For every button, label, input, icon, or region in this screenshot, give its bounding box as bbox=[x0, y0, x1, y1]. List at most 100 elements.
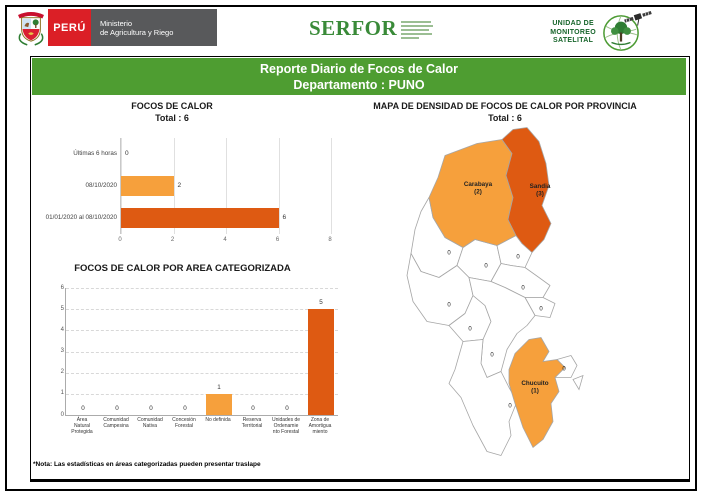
category-label-line: Unidades de bbox=[271, 417, 301, 423]
category-label: No definida bbox=[201, 417, 235, 424]
hotspots-by-area-chart: 0 1 2 3 4 5 6 0 0 0 0 1 0 0 5 bbox=[61, 285, 338, 418]
bar bbox=[121, 208, 279, 228]
chart1-title: FOCOS DE CALOR bbox=[131, 101, 213, 111]
category-label-line: Área bbox=[76, 417, 88, 423]
gridline bbox=[66, 351, 338, 353]
value-label: 0 bbox=[149, 405, 153, 412]
category-label-line: Reserva bbox=[242, 417, 262, 423]
map-label-carabaya: Carabaya (2) bbox=[464, 181, 493, 196]
category-label-line: Comunidad bbox=[137, 417, 163, 423]
value-label: 0 bbox=[183, 405, 187, 412]
ministry-line1: Ministerio bbox=[100, 18, 133, 28]
map-title-block: MAPA DE DENSIDAD DE FOCOS DE CALOR POR P… bbox=[352, 100, 658, 124]
map-province-puno bbox=[468, 277, 536, 378]
chart2-title: FOCOS DE CALOR POR AREA CATEGORIZADA bbox=[74, 263, 291, 274]
category-label-line: nto Forestal bbox=[272, 428, 300, 435]
chart1-x-axis: 0 2 4 6 8 bbox=[118, 237, 331, 247]
map-province-carabaya bbox=[428, 139, 517, 248]
category-label-line: Comunidad bbox=[103, 417, 129, 423]
x-tick-label: 6 bbox=[275, 237, 280, 243]
gridline bbox=[226, 138, 227, 234]
category-label-line: Protegida bbox=[71, 428, 93, 435]
serfor-tagline bbox=[401, 18, 434, 39]
map-title: MAPA DE DENSIDAD DE FOCOS DE CALOR POR P… bbox=[373, 101, 637, 111]
category-label: 08/10/2020 bbox=[85, 182, 117, 189]
map-province-sandia bbox=[501, 127, 552, 253]
chart-row: Últimas 6 horas 0 bbox=[73, 138, 331, 170]
peru-logo: PERÚ bbox=[48, 9, 91, 46]
value-label: 0 bbox=[115, 405, 119, 412]
value-label: 5 bbox=[319, 299, 323, 307]
report-title-line2: Departamento : PUNO bbox=[293, 78, 425, 92]
ministry-line2: de Agricultura y Riego bbox=[100, 27, 174, 37]
category-label-line: Ordenamie bbox=[273, 422, 299, 429]
map-label-melgar: 0 bbox=[447, 251, 451, 257]
map-province-moho bbox=[524, 297, 556, 318]
gridline bbox=[66, 288, 338, 289]
map-label-lampa: 0 bbox=[447, 303, 451, 309]
x-tick-label: 2 bbox=[170, 237, 175, 243]
category-label: Comunidad Campesina bbox=[99, 417, 133, 430]
map-province-chucuito bbox=[508, 337, 566, 448]
hotspots-by-period-chart: Últimas 6 horas 0 08/10/2020 2 01/01/2020 al… bbox=[46, 138, 332, 234]
monitoring-unit-logo: UNIDAD DE MONITOREO SATELITAL bbox=[550, 14, 640, 52]
gridline bbox=[66, 309, 338, 311]
map-label-chucuito: Chucuito (1) bbox=[521, 380, 548, 395]
monitoring-unit-label: UNIDAD DE MONITOREO SATELITAL bbox=[550, 20, 596, 46]
report-frame bbox=[30, 56, 690, 482]
bar bbox=[206, 393, 232, 415]
chart1-title-block: FOCOS DE CALOR Total : 6 bbox=[72, 100, 272, 124]
serfor-wordmark: SERFOR bbox=[309, 16, 398, 40]
chart1-total: Total : 6 bbox=[155, 113, 189, 123]
category-label: Concesión Forestal bbox=[167, 417, 201, 430]
y-tick-label: 2 bbox=[60, 369, 64, 376]
map-label-sandia: Sandia (3) bbox=[530, 183, 551, 198]
footnote: *Nota: Las estadísticas en áreas categor… bbox=[33, 461, 261, 468]
report-title-bar: Reporte Diario de Focos de Calor Departa… bbox=[32, 58, 686, 95]
peru-label: PERÚ bbox=[53, 21, 86, 34]
ministry-logo: Ministerio de Agricultura y Riego bbox=[91, 9, 217, 46]
y-tick-label: 5 bbox=[60, 305, 64, 312]
value-label: 0 bbox=[125, 150, 129, 157]
gridline bbox=[173, 138, 175, 234]
map-label-puno: 0 bbox=[490, 353, 494, 359]
ums-line3: SATELITAL bbox=[553, 37, 594, 45]
y-tick-label: 4 bbox=[60, 326, 64, 333]
map-label-moho: 0 bbox=[539, 307, 543, 313]
value-label: 0 bbox=[251, 405, 255, 412]
category-label-line: Natural bbox=[73, 422, 91, 429]
tree-globe-icon bbox=[603, 15, 639, 51]
chart2-x-axis-labels: Área Natural Protegida Comunidad Campesina Co… bbox=[65, 417, 337, 448]
category-label: Unidades de Ordenamie nto Forestal bbox=[269, 417, 303, 435]
category-label: Zona de Amortigua miento bbox=[303, 417, 337, 435]
gridline bbox=[66, 372, 338, 374]
ums-line2: MONITOREO bbox=[550, 28, 596, 36]
category-label-line: Concesión bbox=[172, 417, 196, 423]
chart-row: 08/10/2020 2 bbox=[85, 170, 331, 202]
report-title-line1: Reporte Diario de Focos de Calor bbox=[260, 62, 458, 76]
map-province-el_collao bbox=[448, 339, 518, 456]
category-label: Comunidad Nativa bbox=[133, 417, 167, 430]
header: PERÚ Ministerio de Agricultura y Riego S… bbox=[14, 8, 688, 52]
map-label-huancane: 0 bbox=[521, 286, 525, 292]
map-islet bbox=[572, 374, 584, 391]
gridline bbox=[278, 138, 280, 234]
bar bbox=[308, 309, 334, 415]
map-label-el_collao: 0 bbox=[508, 404, 512, 410]
category-label: Reserva Territorial bbox=[235, 417, 269, 430]
category-label: Últimas 6 horas bbox=[73, 150, 117, 157]
value-label: 1 bbox=[217, 383, 221, 391]
province-density-map: Carabaya (2) Sandia (3) 0 0 0 0 0 0 0 0 0 0 Chucuito (1… bbox=[405, 124, 690, 469]
category-label-line: Amortigua bbox=[308, 422, 332, 429]
ums-line1: UNIDAD DE bbox=[552, 20, 594, 28]
value-label: 2 bbox=[177, 182, 182, 189]
map-total: Total : 6 bbox=[488, 113, 522, 123]
map-label-san_roman: 0 bbox=[468, 327, 472, 333]
map-label-azangaro: 0 bbox=[484, 264, 488, 270]
chart-row: 01/01/2020 al 08/10/2020 6 bbox=[46, 202, 331, 234]
peru-coat-of-arms-icon bbox=[18, 12, 44, 46]
value-label: 0 bbox=[285, 405, 289, 412]
value-label: 0 bbox=[81, 405, 85, 412]
y-tick-label: 0 bbox=[60, 411, 64, 418]
category-label-line: Nativa bbox=[142, 422, 158, 429]
